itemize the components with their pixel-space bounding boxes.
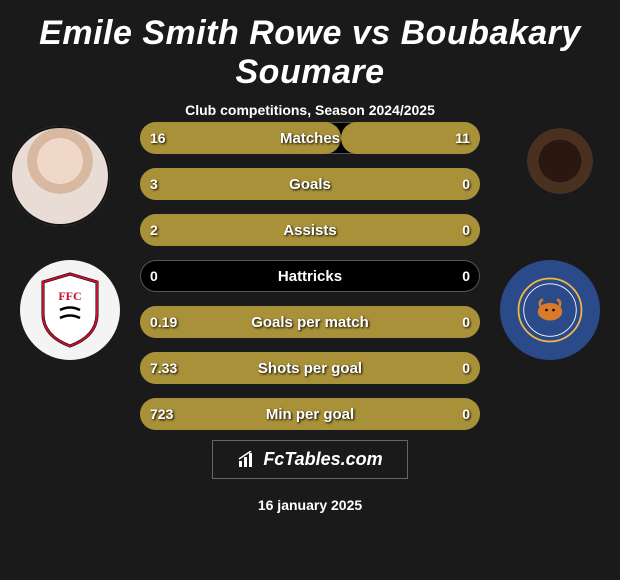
svg-text:FFC: FFC bbox=[58, 289, 81, 303]
leicester-crest-icon bbox=[515, 270, 585, 350]
stat-value-right: 0 bbox=[462, 168, 470, 200]
stats-bars: 16Matches113Goals02Assists00Hattricks00.… bbox=[140, 122, 480, 444]
brand-text: FcTables.com bbox=[263, 449, 382, 470]
stat-row: 0.19Goals per match0 bbox=[140, 306, 480, 338]
player1-club-crest: FFC bbox=[20, 260, 120, 360]
page-title: Emile Smith Rowe vs Boubakary Soumare bbox=[0, 0, 620, 96]
stat-label: Min per goal bbox=[140, 398, 480, 430]
stat-row: 2Assists0 bbox=[140, 214, 480, 246]
stat-row: 7.33Shots per goal0 bbox=[140, 352, 480, 384]
stat-value-right: 0 bbox=[462, 398, 470, 430]
stat-label: Goals bbox=[140, 168, 480, 200]
stat-value-right: 0 bbox=[462, 306, 470, 338]
stat-row: 16Matches11 bbox=[140, 122, 480, 154]
stat-row: 723Min per goal0 bbox=[140, 398, 480, 430]
stat-row: 0Hattricks0 bbox=[140, 260, 480, 292]
player1-avatar bbox=[10, 126, 110, 226]
stat-label: Shots per goal bbox=[140, 352, 480, 384]
brand-badge: FcTables.com bbox=[212, 440, 407, 479]
stat-label: Matches bbox=[140, 122, 480, 154]
stat-value-right: 0 bbox=[462, 260, 470, 292]
date-text: 16 january 2025 bbox=[0, 497, 620, 513]
stat-value-right: 0 bbox=[462, 214, 470, 246]
player2-club-crest bbox=[500, 260, 600, 360]
player2-avatar bbox=[510, 126, 610, 226]
stat-value-right: 0 bbox=[462, 352, 470, 384]
chart-icon bbox=[237, 451, 257, 469]
stat-value-right: 11 bbox=[455, 122, 470, 154]
stat-row: 3Goals0 bbox=[140, 168, 480, 200]
fulham-crest-icon: FFC bbox=[35, 270, 105, 350]
stat-label: Hattricks bbox=[140, 260, 480, 292]
stat-label: Assists bbox=[140, 214, 480, 246]
footer: FcTables.com 16 january 2025 bbox=[0, 440, 620, 513]
stat-label: Goals per match bbox=[140, 306, 480, 338]
